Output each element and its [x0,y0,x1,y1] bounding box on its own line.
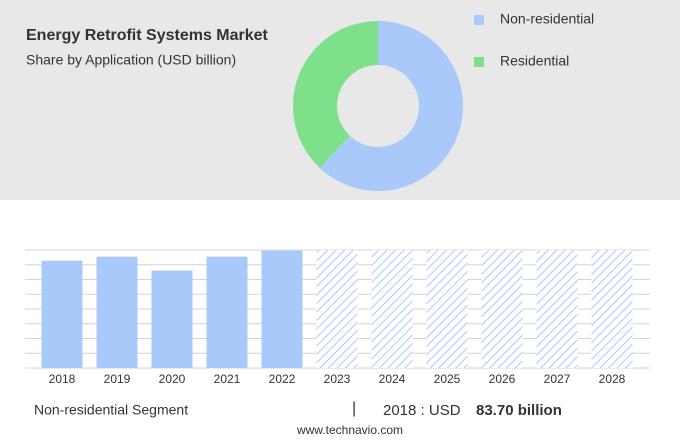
donut-slice [319,21,464,191]
bar [261,250,303,368]
chart-subtitle: Share by Application (USD billion) [26,52,236,68]
x-tick-label: 2019 [104,372,131,386]
legend-label: Non-residential [500,11,594,27]
legend-swatch [474,57,484,67]
x-tick-label: 2027 [544,372,571,386]
footer-segment: Non-residential Segment [34,402,188,418]
x-tick-label: 2028 [599,372,626,386]
forecast-placeholder [536,250,578,368]
footer-year: 2018 : USD [383,402,461,419]
bar [96,256,138,368]
legend: Non-residential Residential [474,11,594,69]
forecast-placeholder [426,250,468,368]
donut-slice [293,21,378,168]
bar [41,260,83,368]
x-tick-label: 2025 [434,372,461,386]
forecast-placeholder [481,250,523,368]
chart-title: Energy Retrofit Systems Market [26,27,269,44]
x-tick-label: 2022 [269,372,296,386]
x-tick-label: 2024 [379,372,406,386]
x-tick-label: 2018 [49,372,76,386]
bar-chart: 2018 2019 2020 2021 2022 2023 2024 2025 2026 2027… [25,249,650,386]
footer-source: www.technavio.com [296,423,403,437]
forecast-placeholder [316,250,358,368]
x-tick-label: 2023 [324,372,351,386]
legend-swatch [474,15,484,25]
bar [151,270,193,368]
bar [206,256,248,368]
x-tick-label: 2020 [159,372,186,386]
x-tick-label: 2026 [489,372,516,386]
legend-label: Residential [500,53,569,69]
forecast-placeholder [591,250,633,368]
forecast-placeholder [371,250,413,368]
footer-separator: | [352,400,356,417]
footer-value: 83.70 billion [476,402,562,419]
donut-chart [293,21,464,191]
x-tick-label: 2021 [214,372,241,386]
